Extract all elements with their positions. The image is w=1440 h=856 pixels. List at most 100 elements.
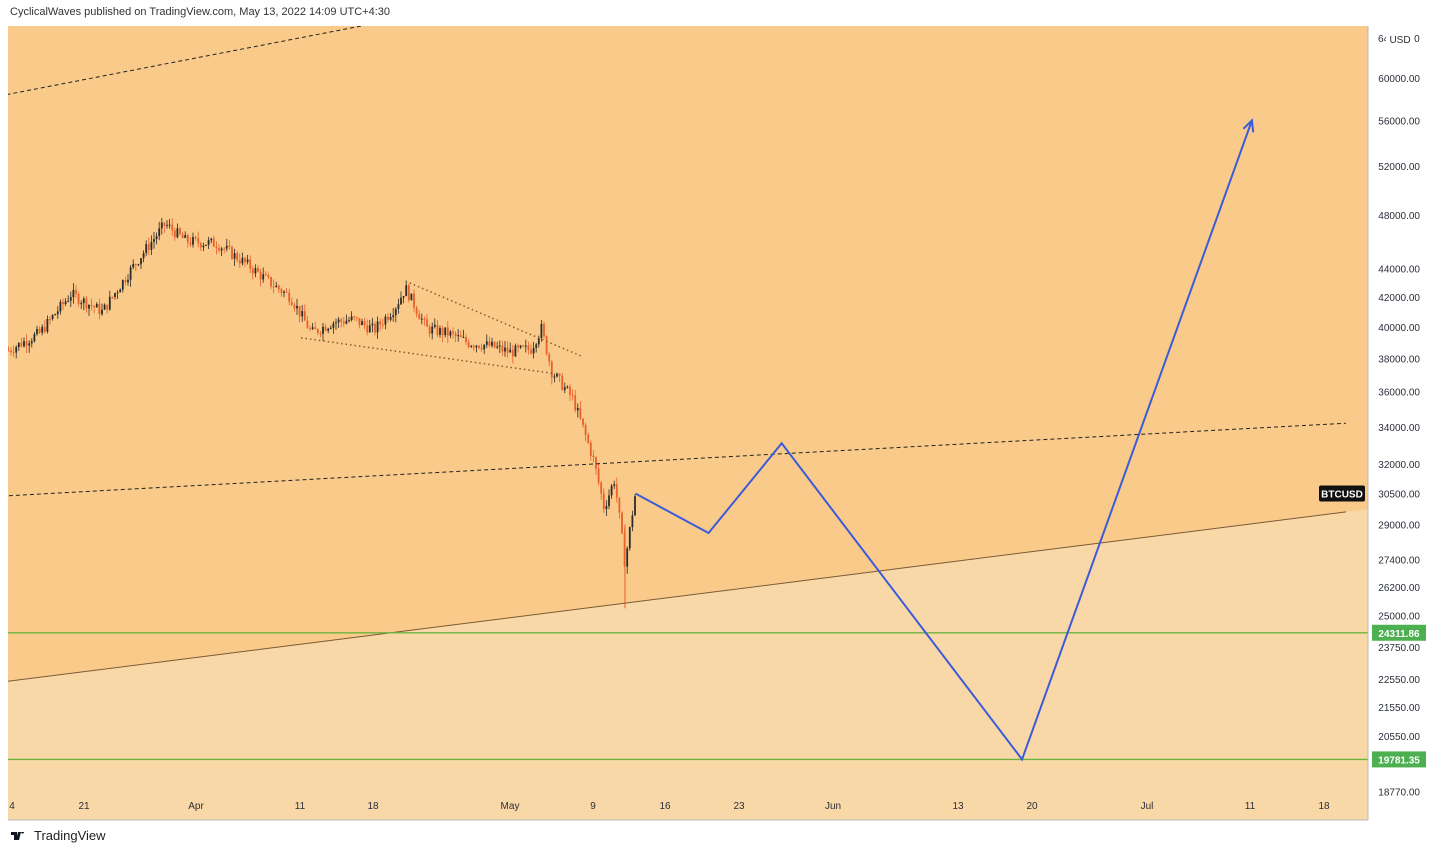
candle-body <box>618 497 621 513</box>
y-tick-label-20: 18770.00 <box>1378 788 1420 799</box>
candle-body <box>17 342 20 348</box>
projection-path <box>634 120 1253 762</box>
candle-body <box>571 394 574 396</box>
candle-body <box>15 347 18 353</box>
candle-body <box>462 336 465 338</box>
x-tick-label-14: 18 <box>1318 801 1330 812</box>
x-tick-label-3: 11 <box>295 801 306 812</box>
candle-body <box>309 328 311 330</box>
candle-body <box>205 244 207 246</box>
candle-body <box>600 482 603 494</box>
candle-body <box>285 291 288 293</box>
publisher-line: CyclicalWaves published on TradingView.c… <box>10 6 391 18</box>
candle-body <box>626 548 629 567</box>
candle-body <box>569 386 571 395</box>
candle-body <box>244 257 246 263</box>
candle-body <box>553 376 556 378</box>
candle-body <box>186 235 189 243</box>
candle-body <box>459 335 462 338</box>
candle-body <box>259 271 262 280</box>
candle-body <box>485 341 488 345</box>
candle-body <box>548 354 551 362</box>
candle-body <box>415 307 418 314</box>
candle-body <box>363 321 366 326</box>
candle-body <box>238 260 241 264</box>
y-tick-label-1: 56000.00 <box>1378 116 1420 127</box>
candle-body <box>631 515 634 528</box>
candle-body <box>574 395 577 411</box>
candle-body <box>394 308 397 316</box>
candle-body <box>197 238 200 244</box>
candle-body <box>10 350 12 353</box>
candle-body <box>576 407 579 411</box>
candle-body <box>20 342 23 347</box>
x-tick-label-4: 18 <box>367 801 379 812</box>
y-tick-label-19: 20550.00 <box>1378 732 1420 743</box>
candle-body <box>270 276 272 287</box>
candle-body <box>288 292 291 303</box>
candle-body <box>519 345 522 348</box>
candle-body <box>327 328 330 331</box>
candle-body <box>49 318 51 320</box>
candle-body <box>272 286 275 288</box>
candle-body <box>225 245 228 249</box>
price-tag-bg <box>1319 485 1365 502</box>
trend-line-3 <box>300 337 552 374</box>
candle-body <box>137 264 140 266</box>
support-tag-label-1: 19781.35 <box>1378 755 1420 766</box>
trend-line-4 <box>405 280 584 358</box>
candle-body <box>41 326 44 333</box>
y-tick-label-4: 44000.00 <box>1378 264 1420 275</box>
candle-body <box>621 512 623 534</box>
candle-body <box>218 248 220 251</box>
candle-body <box>43 326 46 332</box>
candle-body <box>436 324 439 335</box>
candle-body <box>251 268 254 274</box>
candle-body <box>23 341 25 347</box>
candle-body <box>77 293 80 304</box>
candle-body <box>82 298 85 304</box>
candle-body <box>348 320 350 322</box>
candle-body <box>340 319 343 322</box>
candle-body <box>537 337 540 345</box>
candle-body <box>608 495 610 507</box>
candle-body <box>413 293 415 308</box>
candle-body <box>584 425 587 435</box>
candle-body <box>420 318 423 320</box>
candle-body <box>296 305 298 309</box>
candle-body <box>384 316 387 325</box>
candle-body <box>54 314 57 316</box>
y-tick-label-10: 32000.00 <box>1378 460 1420 471</box>
candle-body <box>397 304 400 309</box>
candle-body <box>563 387 566 390</box>
candle-body <box>293 305 296 309</box>
candle-body <box>127 279 129 283</box>
candle-body <box>223 248 226 250</box>
plot-area[interactable] <box>0 19 1368 762</box>
candle-body <box>264 274 267 276</box>
y-tick-label-18: 21550.00 <box>1378 703 1420 714</box>
candle-body <box>134 263 137 265</box>
candle-body <box>545 336 548 355</box>
candle-body <box>628 527 631 549</box>
candle-body <box>249 259 252 269</box>
candle-body <box>389 316 392 320</box>
candle-body <box>189 242 192 245</box>
x-tick-label-5: May <box>501 801 520 812</box>
candle-body <box>527 345 530 350</box>
candle-body <box>150 241 153 250</box>
candle-body <box>452 331 454 334</box>
candle-body <box>56 311 59 315</box>
candle-body <box>428 326 431 334</box>
y-tick-label-11: 30500.00 <box>1378 490 1420 501</box>
candle-body <box>179 228 181 235</box>
candle-body <box>366 325 369 333</box>
x-tick-label-0: 4 <box>9 801 15 812</box>
candle-body <box>145 244 148 254</box>
candle-body <box>90 304 93 307</box>
candle-body <box>374 323 376 333</box>
candle-body <box>246 259 249 263</box>
candle-body <box>62 301 64 305</box>
candle-body <box>478 345 480 348</box>
